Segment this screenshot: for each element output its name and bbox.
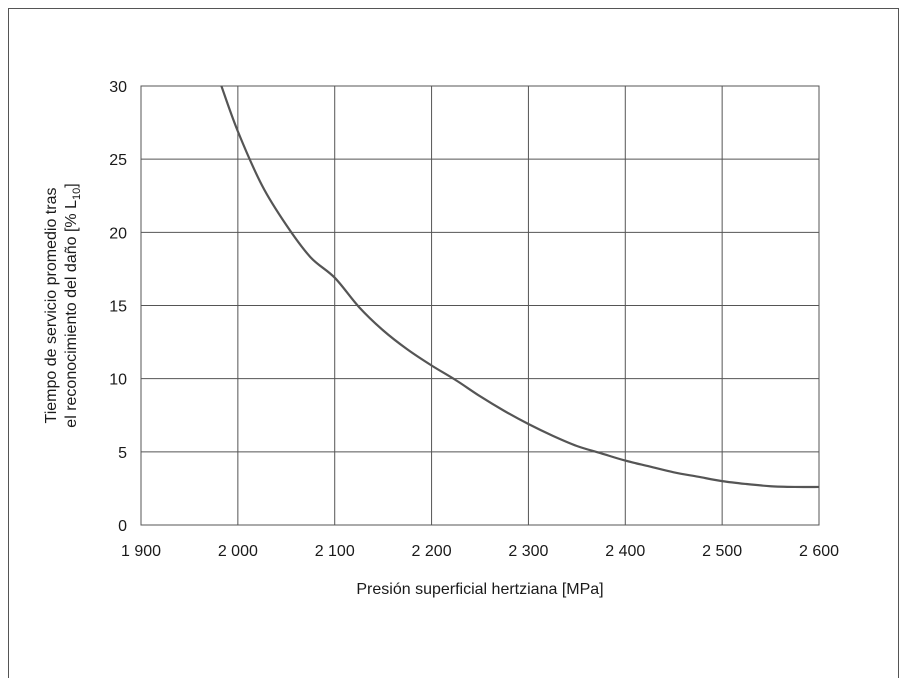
x-tick-label: 2 100 (315, 543, 355, 560)
y-axis-ticks: 0 5 10 15 20 25 30 (109, 79, 127, 535)
y-tick-label: 0 (118, 518, 127, 535)
y-tick-label: 20 (109, 225, 127, 242)
y-axis-label-line1: Tiempo de servicio promedio tras (43, 188, 60, 424)
grid (140, 85, 820, 526)
y-tick-label: 30 (109, 79, 127, 96)
x-axis-ticks: 1 900 2 000 2 100 2 200 2 300 2 400 2 500 2 600 (121, 543, 839, 560)
y-axis-label: Tiempo de servicio promedio tras el reco… (43, 183, 83, 427)
x-tick-label: 2 300 (508, 543, 548, 560)
plot-area (140, 85, 820, 526)
x-tick-label: 1 900 (121, 543, 161, 560)
x-tick-label: 2 400 (605, 543, 645, 560)
y-tick-label: 10 (109, 372, 127, 389)
x-tick-label: 2 000 (218, 543, 258, 560)
x-tick-label: 2 500 (702, 543, 742, 560)
y-tick-label: 15 (109, 299, 127, 316)
series-line (220, 85, 820, 489)
series-layer (220, 85, 820, 489)
x-tick-label: 2 200 (412, 543, 452, 560)
x-axis-label: Presión superficial hertziana [MPa] (356, 581, 603, 598)
x-tick-label: 2 600 (799, 543, 839, 560)
y-tick-label: 25 (109, 152, 127, 169)
y-tick-label: 5 (118, 445, 127, 462)
figure-frame (8, 8, 899, 678)
y-axis-label-line2: el reconocimiento del daño [% L10] (63, 183, 83, 427)
